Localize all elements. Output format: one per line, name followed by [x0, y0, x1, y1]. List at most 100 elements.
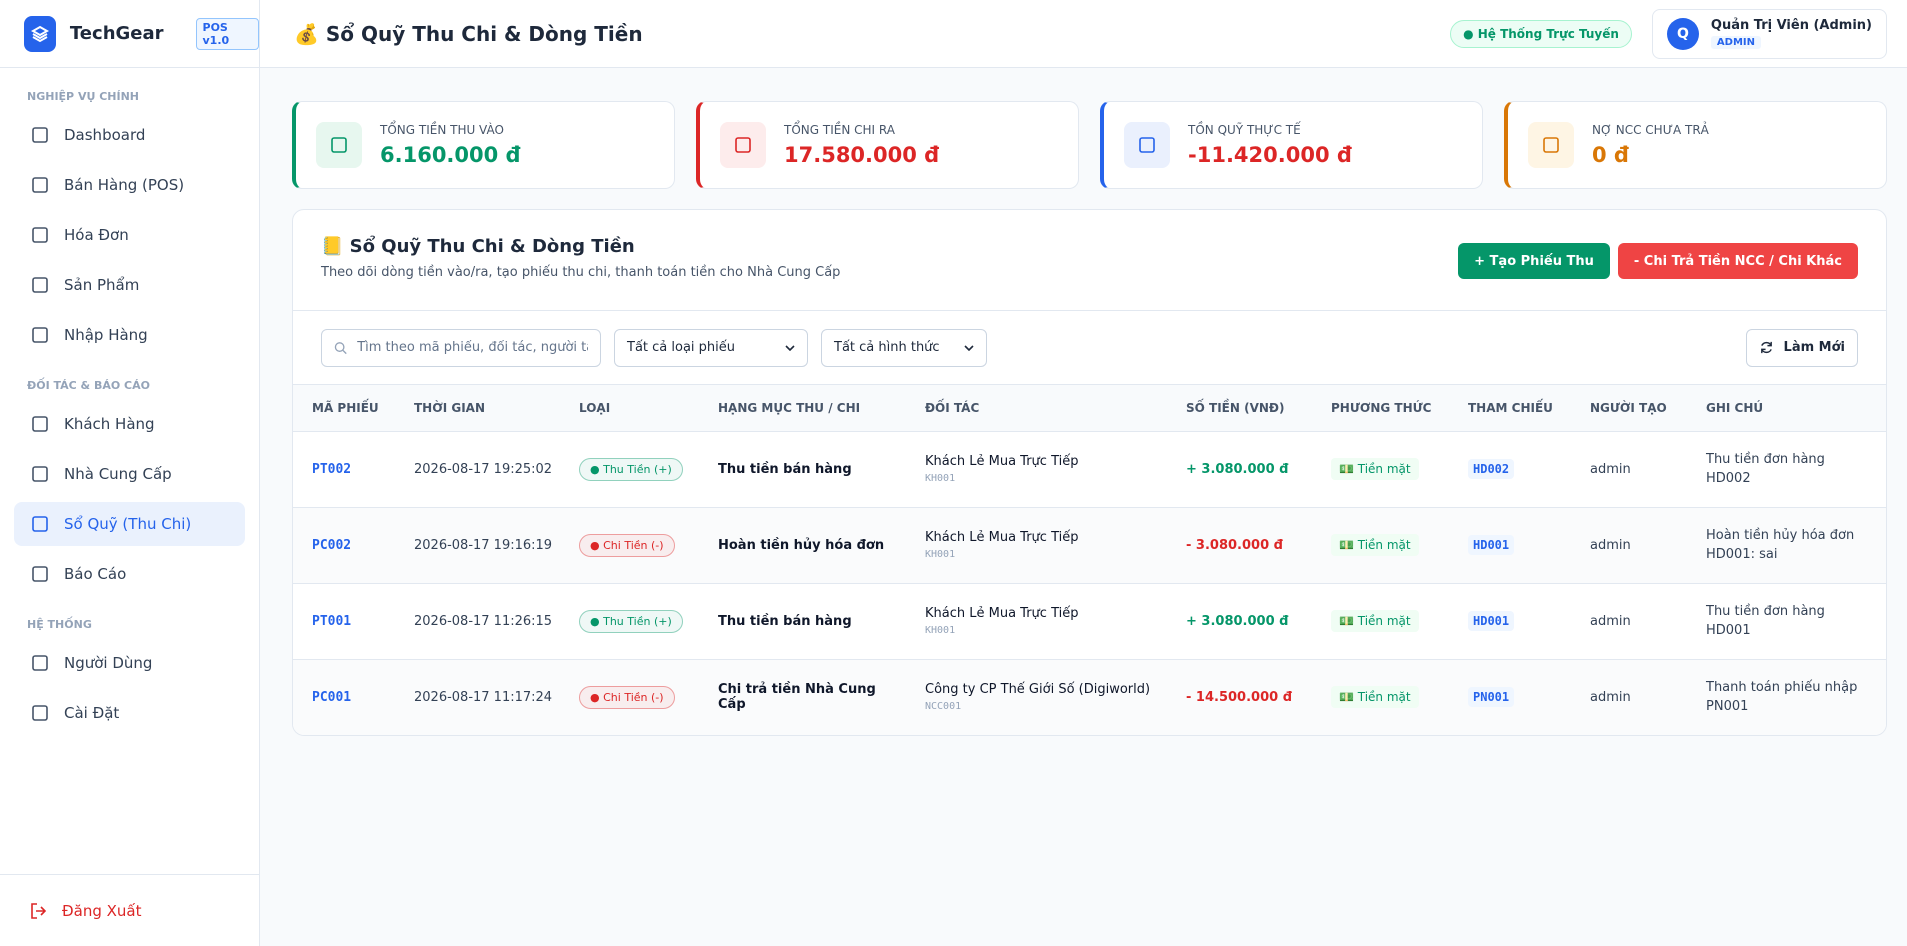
cell: 💵 Tiền mặt — [1312, 507, 1449, 584]
nav-item[interactable]: Nhập Hàng — [14, 313, 245, 357]
stat-text: TỔNG TIỀN THU VÀO 6.160.000 đ — [380, 123, 521, 167]
cell: Khách Lẻ Mua Trực Tiếp KH001 — [906, 583, 1167, 660]
reference: PN001 — [1468, 686, 1515, 707]
column-header: THỜI GIAN — [395, 385, 560, 432]
nav-item[interactable]: Dashboard — [14, 113, 245, 157]
status-text: Hệ Thống Trực Tuyến — [1477, 26, 1619, 41]
nav-item[interactable]: Hóa Đơn — [14, 213, 245, 257]
logout-icon — [31, 902, 47, 919]
stat-card: TỒN QUỸ THỰC TẾ -11.420.000 đ — [1100, 101, 1483, 189]
icon — [32, 416, 48, 432]
sidebar: TechGear POS v1.0 NGHIỆP VỤ CHÍNH Dashboa… — [0, 0, 260, 946]
cell: HD001 — [1449, 583, 1571, 660]
type-badge: ● Chi Tiền (-) — [579, 533, 675, 557]
table: MÃ PHIẾU THỜI GIAN LOẠI HẠNG MỤC THU / CHI Đ… — [293, 385, 1886, 735]
icon — [1139, 137, 1155, 153]
search-placeholder: Tìm theo mã phiếu, đối tác, người tạo — [357, 340, 588, 355]
partner-code: KH001 — [925, 549, 956, 560]
panel-header: 📒 Sổ Quỹ Thu Chi & Dòng Tiền Theo dõi dò… — [293, 210, 1886, 311]
user[interactable]: Q Quản Trị Viên (Admin) ADMIN — [1651, 8, 1887, 59]
type-label: Chi Tiền (-) — [603, 690, 664, 704]
stat-icon — [1124, 122, 1170, 168]
column-header: THAM CHIẾU — [1449, 385, 1571, 432]
cell: Hoàn tiền hủy hóa đơn — [699, 507, 906, 584]
partner-code: NCC001 — [925, 701, 962, 712]
creator: admin — [1590, 461, 1631, 477]
stat-card: TỔNG TIỀN CHI RA 17.580.000 đ — [696, 101, 1079, 189]
create-receipt[interactable]: + Tạo Phiếu Thu — [1458, 243, 1610, 279]
amount: + 3.080.000 đ — [1186, 461, 1289, 477]
cell: 💵 Tiền mặt — [1312, 431, 1449, 508]
nav-item[interactable]: Nhà Cung Cấp — [14, 452, 245, 496]
refresh[interactable]: Làm Mới — [1745, 328, 1858, 367]
voucher-code: PC001 — [312, 689, 352, 705]
brand-name: TechGear — [69, 23, 164, 44]
cell: Thu tiền bán hàng — [699, 583, 906, 660]
stat-icon — [1528, 122, 1574, 168]
cell: Công ty CP Thế Giới Số (Digiworld) NCC001 — [906, 659, 1167, 735]
nav-item[interactable]: Cài Đặt — [14, 691, 245, 735]
partner: Khách Lẻ Mua Trực Tiếp — [925, 530, 1079, 545]
actions: + Tạo Phiếu Thu - Chi Trả Tiền NCC / Chi… — [1458, 243, 1858, 279]
logout[interactable]: Đăng Xuất — [0, 874, 259, 946]
panel-title: 📒 Sổ Quỹ Thu Chi & Dòng Tiền — [321, 236, 635, 257]
panel-subtitle: Theo dõi dòng tiền vào/ra, tạo phiếu thu… — [321, 265, 841, 280]
status: ● Hệ Thống Trực Tuyến — [1450, 19, 1632, 48]
method: 💵 Tiền mặt — [1331, 609, 1419, 632]
partner: Công ty CP Thế Giới Số (Digiworld) — [925, 682, 1151, 697]
nav-section: ĐỐI TÁC & BÁO CÁO — [27, 379, 150, 392]
search-icon — [334, 341, 347, 354]
reference: HD001 — [1468, 610, 1515, 631]
column-header: SỐ TIỀN (VNĐ) — [1167, 385, 1312, 432]
nav-item[interactable]: Khách Hàng — [14, 402, 245, 446]
nav-item[interactable]: Sổ Quỹ (Thu Chi) — [14, 502, 245, 546]
row: PT001 2026-08-17 11:26:15 ● Thu Tiền (+) Th… — [293, 583, 1886, 660]
icon — [32, 227, 48, 243]
header-row: MÃ PHIẾU THỜI GIAN LOẠI HẠNG MỤC THU / CHI Đ… — [293, 385, 1886, 432]
cell: Thu tiền đơn hàng HD001 — [1687, 583, 1886, 660]
method-filter[interactable]: Tất cả hình thức — [821, 328, 987, 367]
stat-icon — [316, 122, 362, 168]
nav-label: Dashboard — [64, 126, 146, 144]
nav-item[interactable]: Báo Cáo — [14, 552, 245, 596]
cell: + 3.080.000 đ — [1167, 583, 1312, 660]
cell: 2026-08-17 11:17:24 — [395, 659, 560, 735]
search[interactable]: Tìm theo mã phiếu, đối tác, người tạo — [321, 328, 601, 367]
stat-text: NỢ NCC CHƯA TRẢ 0 đ — [1592, 123, 1709, 167]
time: 2026-08-17 11:17:24 — [414, 689, 553, 705]
filter-label: Tất cả hình thức — [834, 340, 940, 355]
cell: Thanh toán phiếu nhập PN001 — [1687, 659, 1886, 735]
cell: Thu tiền bán hàng — [699, 431, 906, 508]
nav-label: Hóa Đơn — [64, 226, 129, 244]
cell: Hoàn tiền hủy hóa đơn HD001: sai — [1687, 507, 1886, 584]
voucher-code: PT002 — [312, 461, 352, 477]
avatar: Q — [1666, 17, 1699, 50]
nav-label: Nhập Hàng — [64, 326, 148, 344]
nav-label: Người Dùng — [64, 654, 153, 672]
reference: HD001 — [1468, 534, 1515, 555]
type-filter[interactable]: Tất cả loại phiếu — [614, 328, 808, 367]
cell: 💵 Tiền mặt — [1312, 583, 1449, 660]
cell: admin — [1571, 507, 1687, 584]
cell: admin — [1571, 583, 1687, 660]
stat-card: TỔNG TIỀN THU VÀO 6.160.000 đ — [292, 101, 675, 189]
cell: - 3.080.000 đ — [1167, 507, 1312, 584]
cell: + 3.080.000 đ — [1167, 431, 1312, 508]
cell: admin — [1571, 659, 1687, 735]
create-payment[interactable]: - Chi Trả Tiền NCC / Chi Khác — [1617, 243, 1858, 279]
stats: TỔNG TIỀN THU VÀO 6.160.000 đ TỔNG TIỀN CH… — [292, 101, 1887, 189]
voucher-code: PC002 — [312, 537, 352, 553]
column-header: ĐỐI TÁC — [906, 385, 1167, 432]
icon — [32, 127, 48, 143]
nav-item[interactable]: Bán Hàng (POS) — [14, 163, 245, 207]
icon — [32, 466, 48, 482]
column-header: GHI CHÚ — [1687, 385, 1886, 432]
note: Hoàn tiền hủy hóa đơn HD001: sai — [1706, 527, 1855, 563]
version: POS v1.0 — [195, 17, 259, 50]
nav-item[interactable]: Người Dùng — [14, 641, 245, 685]
nav-item[interactable]: Sản Phẩm — [14, 263, 245, 307]
stat-card: NỢ NCC CHƯA TRẢ 0 đ — [1504, 101, 1887, 189]
stat-value: 0 đ — [1592, 143, 1629, 167]
cell: admin — [1571, 431, 1687, 508]
icon — [32, 655, 48, 671]
